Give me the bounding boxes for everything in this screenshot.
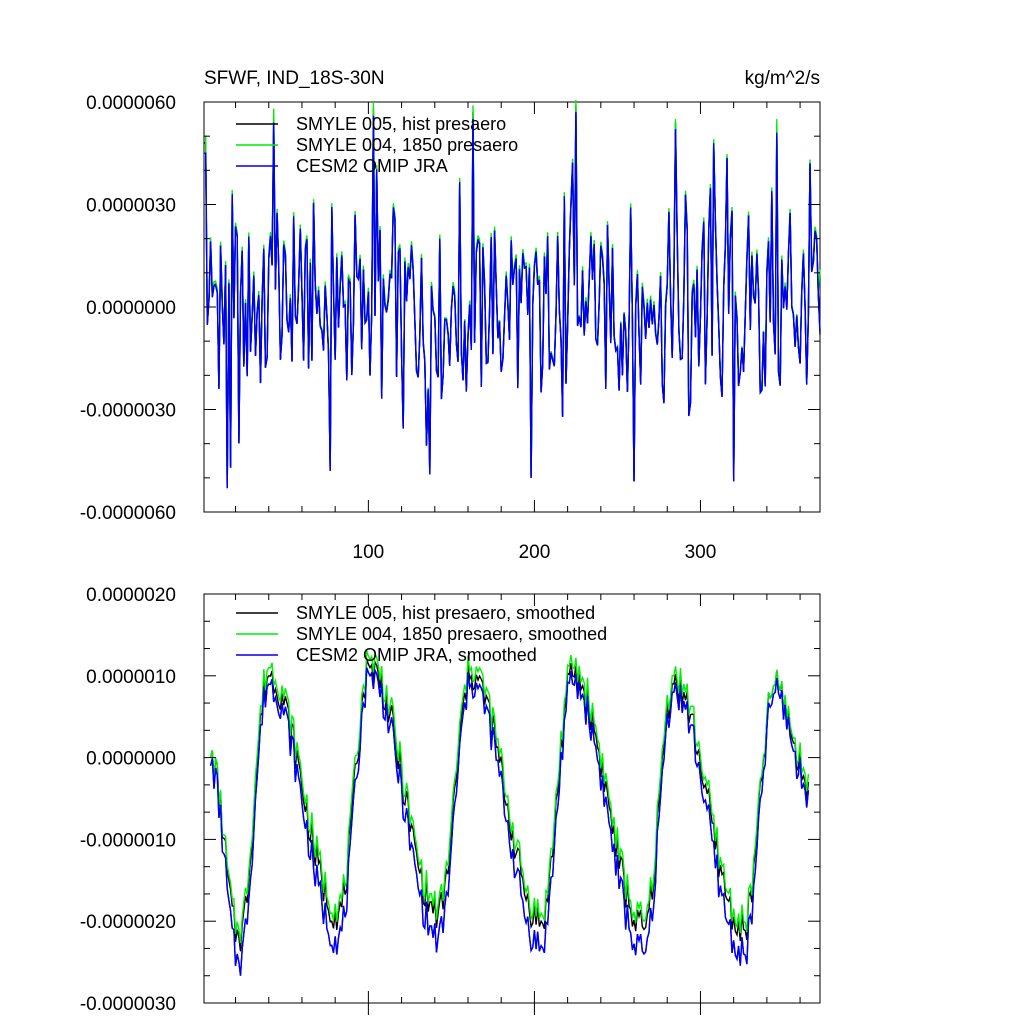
chart-title: SFWF, IND_18S-30N bbox=[204, 68, 385, 89]
top-panel: -0.0000060 -0.0000030 0.0000000 0.0000030 0.… bbox=[80, 93, 821, 563]
legend-label: CESM2 OMIP JRA, smoothed bbox=[296, 645, 537, 665]
legend-label: SMYLE 004, 1850 presaero, smoothed bbox=[296, 624, 607, 644]
y-tick-label: -0.0000020 bbox=[80, 912, 176, 933]
units-label: kg/m^2/s bbox=[745, 68, 820, 89]
legend-label: SMYLE 005, hist presaero bbox=[296, 114, 506, 134]
y-tick-label: 0.0000010 bbox=[86, 667, 176, 688]
y-tick-label: 0.0000020 bbox=[86, 585, 176, 606]
y-tick-label: 0.0000030 bbox=[86, 196, 176, 217]
y-tick-label: 0.0000060 bbox=[86, 93, 176, 114]
y-tick-label: 0.0000000 bbox=[86, 298, 176, 319]
y-tick-label: -0.0000030 bbox=[80, 401, 176, 422]
y-tick-label: -0.0000060 bbox=[80, 503, 176, 524]
series-line-1 bbox=[209, 650, 810, 944]
x-tick-label: 300 bbox=[685, 542, 717, 563]
series-line-0 bbox=[209, 658, 810, 952]
x-tick-label: 100 bbox=[353, 542, 385, 563]
series-line-2-overlay bbox=[209, 667, 810, 976]
bottom-panel: -0.0000030 -0.0000020 -0.0000010 0.0000000 0… bbox=[80, 585, 821, 1015]
legend-label: CESM2 OMIP JRA bbox=[296, 156, 448, 176]
plot-frame bbox=[203, 593, 821, 1004]
series-line-2-overlay bbox=[204, 112, 821, 489]
y-tick-label: 0.0000000 bbox=[86, 749, 176, 770]
y-tick-label: -0.0000010 bbox=[80, 830, 176, 851]
legend-label: SMYLE 005, hist presaero, smoothed bbox=[296, 603, 595, 623]
y-tick-label: -0.0000030 bbox=[80, 994, 176, 1015]
x-tick-label: 200 bbox=[519, 542, 551, 563]
legend-label: SMYLE 004, 1850 presaero bbox=[296, 135, 518, 155]
